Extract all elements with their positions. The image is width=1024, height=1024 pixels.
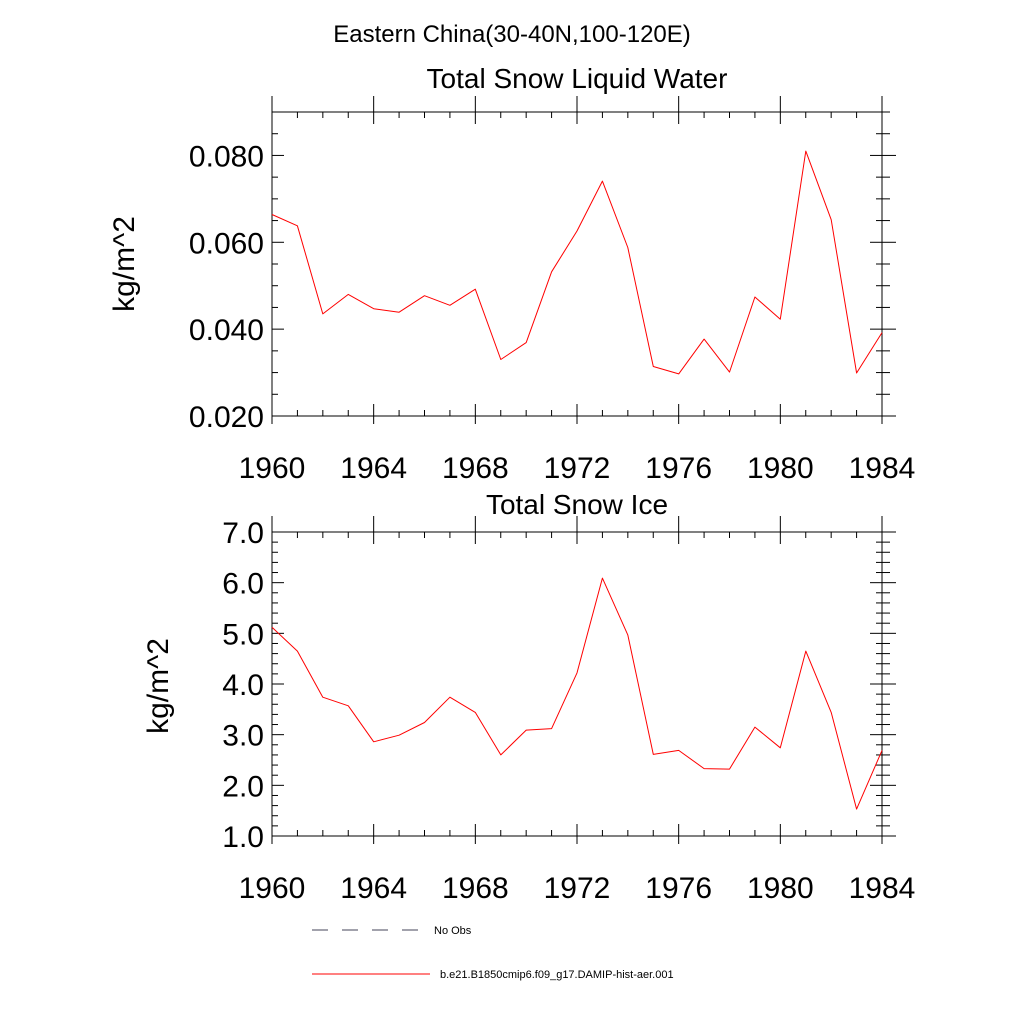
y-tick-label: 7.0 [222,517,264,550]
x-tick-label: 1960 [239,452,306,485]
y-tick-label: 6.0 [222,568,264,601]
x-tick-label: 1964 [340,452,407,485]
y-tick-label: 3.0 [222,720,264,753]
legend: No Obs b.e21.B1850cmip6.f09_g17.DAMIP-hi… [312,925,674,981]
panel-title: Total Snow Ice [486,489,668,520]
series-line [271,577,883,810]
x-tick-label: 1984 [849,452,916,485]
legend-label-model: b.e21.B1850cmip6.f09_g17.DAMIP-hist-aer.… [440,969,674,981]
y-axis-label: kg/m^2 [142,638,175,734]
y-tick-label: 0.040 [189,314,264,347]
y-axis-label: kg/m^2 [108,216,141,312]
x-tick-label: 1968 [442,452,509,485]
x-tick-label: 1976 [645,452,712,485]
y-tick-label: 2.0 [222,770,264,803]
x-tick-label: 1972 [544,452,611,485]
plot-frame [271,531,883,837]
plot-frame [271,111,883,417]
x-tick-label: 1964 [340,872,407,905]
y-tick-label: 0.060 [189,227,264,260]
x-tick-label: 1980 [747,452,814,485]
y-tick-label: 0.020 [189,401,264,434]
y-tick-label: 4.0 [222,669,264,702]
x-tick-label: 1980 [747,872,814,905]
y-tick-label: 0.080 [189,140,264,173]
legend-label-no-obs: No Obs [434,925,472,937]
y-tick-label: 1.0 [222,821,264,854]
x-tick-label: 1976 [645,872,712,905]
x-tick-label: 1960 [239,872,306,905]
figure-title: Eastern China(30-40N,100-120E) [333,21,691,48]
x-tick-label: 1968 [442,872,509,905]
panel-title: Total Snow Liquid Water [427,63,728,94]
x-tick-label: 1984 [849,872,916,905]
panel-snow-liquid-water: Total Snow Liquid Water kg/m^2 1960 1964 1… [108,63,915,485]
y-tick-label: 5.0 [222,618,264,651]
panel-snow-ice: Total Snow Ice kg/m^2 1960 1964 1968 1972 19… [142,489,915,905]
series-line [271,150,883,375]
x-tick-label: 1972 [544,872,611,905]
